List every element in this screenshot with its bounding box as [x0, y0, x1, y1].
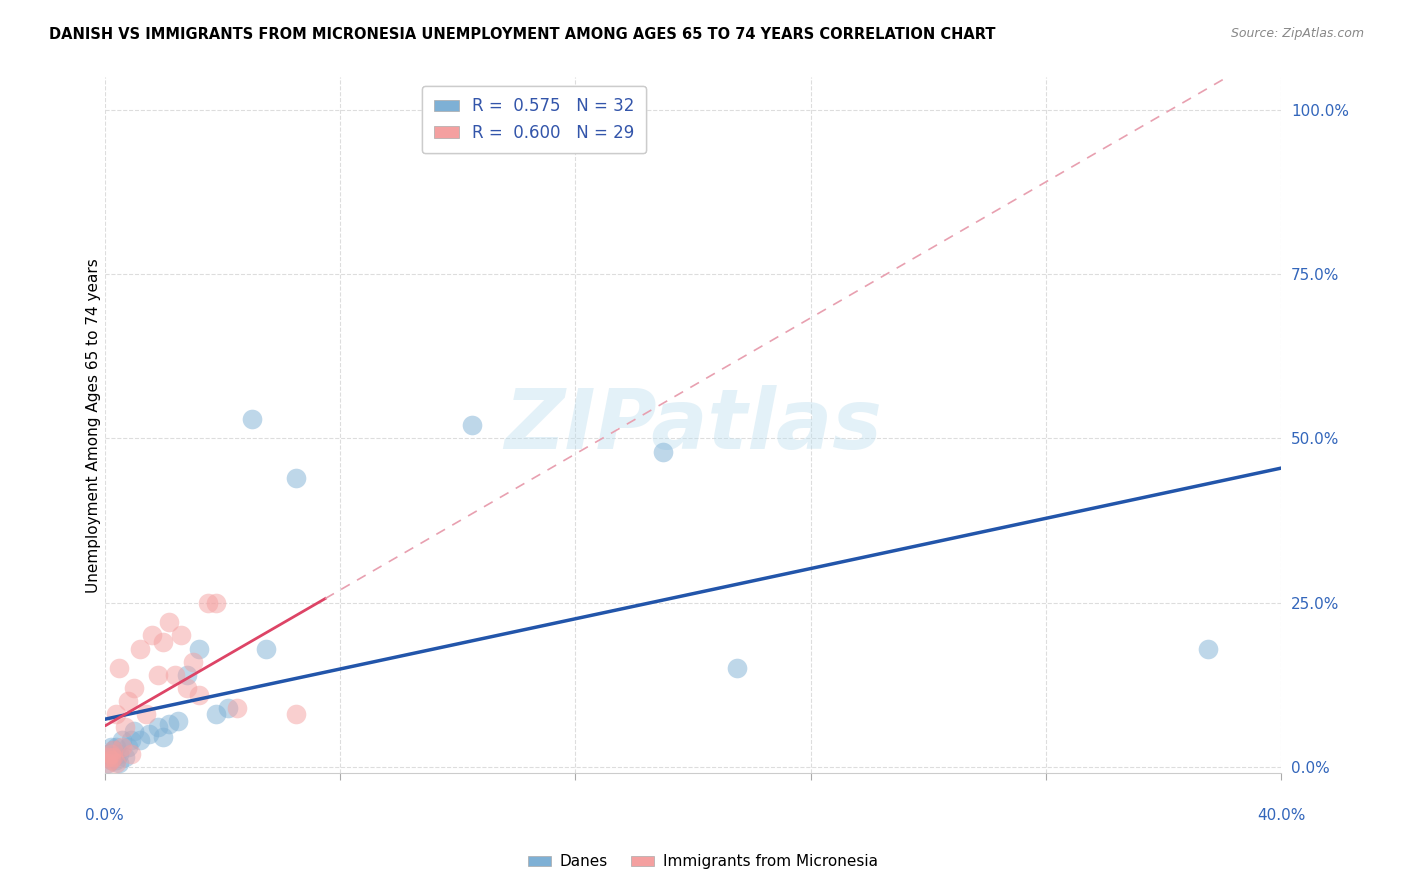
Point	[103, 743, 125, 757]
Point	[111, 733, 134, 747]
Text: Source: ZipAtlas.com: Source: ZipAtlas.com	[1230, 27, 1364, 40]
Point	[108, 756, 131, 771]
Point	[226, 700, 249, 714]
Point	[114, 750, 136, 764]
Point	[176, 681, 198, 695]
Point	[97, 750, 120, 764]
Point	[129, 641, 152, 656]
Point	[100, 739, 122, 754]
Point	[141, 628, 163, 642]
Point	[120, 733, 142, 747]
Point	[105, 707, 128, 722]
Point	[105, 756, 128, 771]
Point	[167, 714, 190, 728]
Point	[97, 756, 120, 771]
Point	[181, 655, 204, 669]
Point	[111, 739, 134, 754]
Point	[157, 615, 180, 630]
Point	[152, 635, 174, 649]
Legend: Danes, Immigrants from Micronesia: Danes, Immigrants from Micronesia	[522, 848, 884, 875]
Point	[205, 596, 228, 610]
Point	[652, 444, 675, 458]
Text: 40.0%: 40.0%	[1257, 808, 1305, 823]
Point	[97, 756, 120, 771]
Point	[284, 707, 307, 722]
Point	[100, 753, 122, 767]
Text: 0.0%: 0.0%	[86, 808, 124, 823]
Point	[187, 641, 209, 656]
Point	[254, 641, 277, 656]
Point	[176, 668, 198, 682]
Legend: R =  0.575   N = 32, R =  0.600   N = 29: R = 0.575 N = 32, R = 0.600 N = 29	[422, 86, 647, 153]
Text: DANISH VS IMMIGRANTS FROM MICRONESIA UNEMPLOYMENT AMONG AGES 65 TO 74 YEARS CORR: DANISH VS IMMIGRANTS FROM MICRONESIA UNE…	[49, 27, 995, 42]
Point	[100, 753, 122, 767]
Point	[108, 747, 131, 761]
Point	[157, 717, 180, 731]
Point	[120, 747, 142, 761]
Point	[170, 628, 193, 642]
Point	[135, 707, 157, 722]
Point	[138, 727, 160, 741]
Point	[97, 747, 120, 761]
Point	[197, 596, 219, 610]
Point	[146, 668, 169, 682]
Point	[117, 694, 139, 708]
Point	[152, 730, 174, 744]
Point	[187, 688, 209, 702]
Point	[122, 723, 145, 738]
Point	[205, 707, 228, 722]
Point	[103, 743, 125, 757]
Point	[103, 750, 125, 764]
Point	[100, 747, 122, 761]
Point	[217, 700, 239, 714]
Y-axis label: Unemployment Among Ages 65 to 74 years: Unemployment Among Ages 65 to 74 years	[86, 258, 101, 593]
Point	[105, 753, 128, 767]
Point	[129, 733, 152, 747]
Point	[105, 739, 128, 754]
Point	[108, 661, 131, 675]
Point	[117, 739, 139, 754]
Point	[103, 750, 125, 764]
Point	[1197, 641, 1219, 656]
Point	[114, 720, 136, 734]
Text: ZIPatlas: ZIPatlas	[503, 384, 882, 466]
Point	[725, 661, 748, 675]
Point	[284, 471, 307, 485]
Point	[122, 681, 145, 695]
Point	[165, 668, 187, 682]
Point	[240, 412, 263, 426]
Point	[146, 720, 169, 734]
Point	[461, 418, 484, 433]
